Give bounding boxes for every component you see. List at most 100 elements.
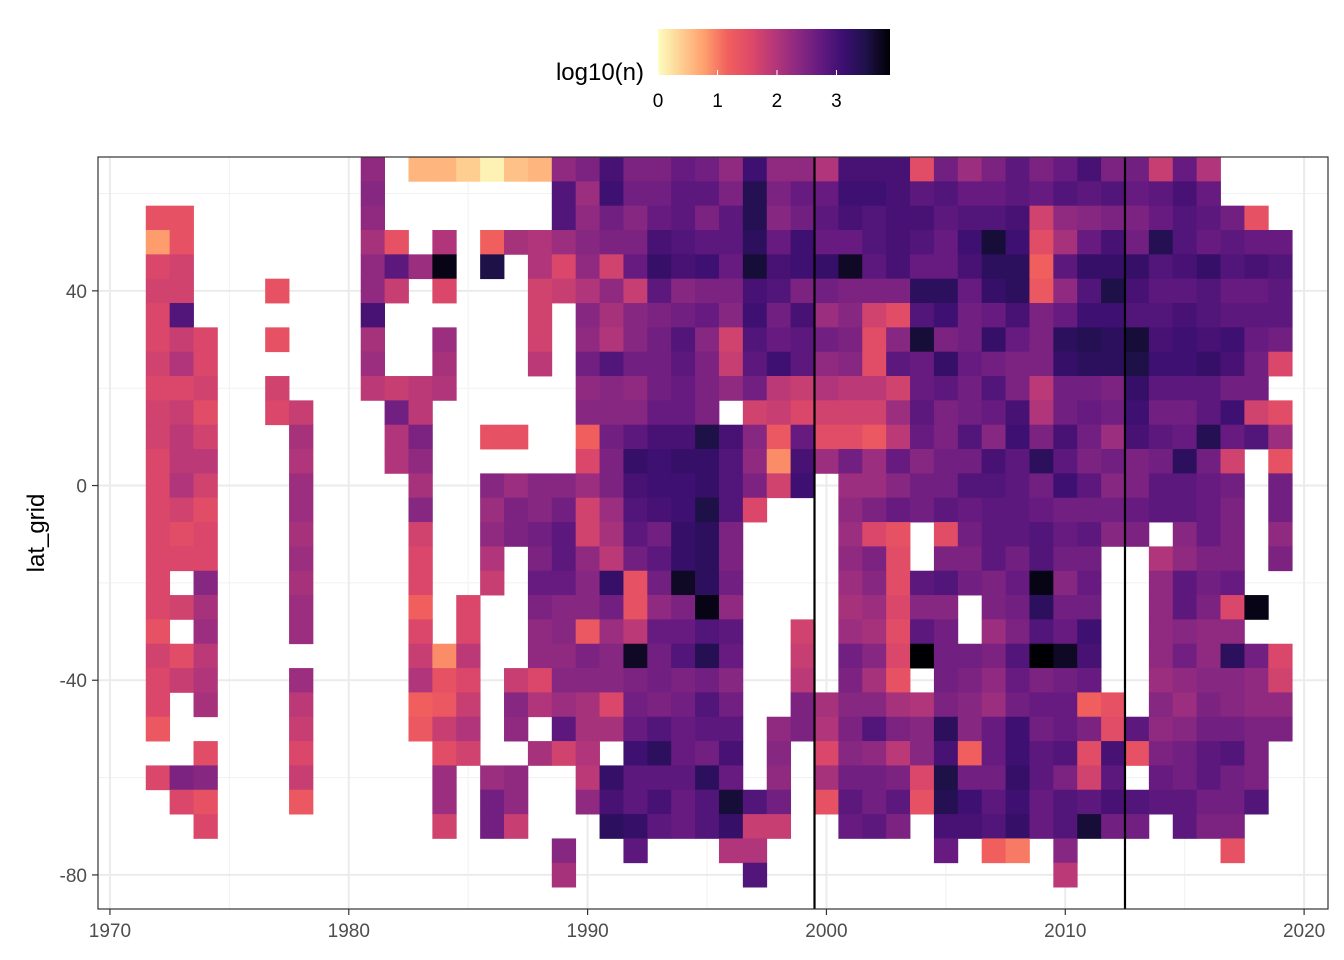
heatmap-cell — [360, 376, 385, 401]
heatmap-cell — [695, 424, 720, 450]
heatmap-cell — [790, 619, 815, 645]
heatmap-cell — [933, 546, 959, 572]
heatmap-cell — [981, 254, 1006, 280]
heatmap-cell — [790, 716, 815, 742]
heatmap-cell — [981, 424, 1006, 450]
heatmap-cell — [647, 716, 672, 742]
heatmap-cell — [599, 595, 624, 620]
heatmap-cell — [145, 449, 171, 474]
heatmap-cell — [886, 522, 911, 547]
heatmap-cell — [408, 449, 433, 474]
heatmap-cell — [886, 619, 911, 645]
heatmap-cell — [957, 497, 983, 523]
heatmap-cell — [289, 473, 314, 499]
heatmap-cell — [623, 643, 648, 669]
heatmap-cell — [910, 692, 935, 718]
heatmap-cell — [695, 230, 720, 255]
heatmap-cell — [695, 278, 720, 304]
heatmap-cell — [862, 254, 887, 280]
heatmap-cell — [695, 765, 720, 791]
heatmap-cell — [1101, 327, 1126, 353]
heatmap-cell — [575, 595, 600, 620]
heatmap-cell — [766, 327, 792, 353]
heatmap-cell — [623, 546, 648, 572]
heatmap-cell — [408, 376, 433, 401]
heatmap-cell — [456, 716, 481, 742]
heatmap-cell — [1172, 157, 1198, 182]
heatmap-cell — [1005, 716, 1030, 742]
heatmap-cell — [766, 230, 792, 255]
heatmap-cell — [360, 327, 385, 353]
heatmap-cell — [1196, 814, 1221, 839]
heatmap-cell — [790, 400, 815, 426]
heatmap-cell — [814, 327, 839, 353]
heatmap-cell — [623, 716, 648, 742]
heatmap-cell — [1148, 765, 1174, 791]
heatmap-cell — [933, 449, 959, 474]
heatmap-cell — [1053, 546, 1078, 572]
heatmap-cell — [1029, 814, 1054, 839]
heatmap-cell — [480, 254, 505, 280]
heatmap-cell — [1029, 376, 1054, 401]
heatmap-cell — [1101, 376, 1126, 401]
heatmap-cell — [193, 376, 218, 401]
heatmap-cell — [671, 692, 696, 718]
heatmap-cell — [551, 546, 577, 572]
heatmap-cell — [480, 522, 505, 547]
heatmap-cell — [1101, 230, 1126, 255]
heatmap-cell — [862, 692, 887, 718]
heatmap-cell — [886, 765, 911, 791]
heatmap-cell — [432, 327, 457, 353]
heatmap-cell — [886, 327, 911, 353]
heatmap-cell — [766, 765, 792, 791]
heatmap-cell — [1053, 838, 1078, 864]
heatmap-cell — [193, 643, 218, 669]
heatmap-cell — [1053, 157, 1078, 182]
heatmap-cell — [957, 157, 983, 182]
heatmap-cell — [910, 400, 935, 426]
heatmap-cell — [671, 449, 696, 474]
heatmap-cell — [1101, 473, 1126, 499]
heatmap-cell — [814, 351, 839, 377]
heatmap-cell — [289, 449, 314, 474]
heatmap-cell — [1244, 230, 1269, 255]
heatmap-cell — [790, 692, 815, 718]
heatmap-cell — [766, 741, 792, 766]
heatmap-cell — [193, 522, 218, 547]
heatmap-cell — [1196, 716, 1221, 742]
heatmap-cell — [1053, 376, 1078, 401]
heatmap-cell — [1077, 522, 1102, 547]
heatmap-cell — [193, 473, 218, 499]
heatmap-cell — [1148, 376, 1174, 401]
heatmap-cell — [1053, 789, 1078, 815]
heatmap-cell — [1220, 814, 1245, 839]
heatmap-cell — [1196, 595, 1221, 620]
heatmap-cell — [1029, 351, 1054, 377]
plot-panel — [97, 156, 1329, 910]
heatmap-cell — [718, 254, 744, 280]
heatmap-cell — [527, 473, 553, 499]
heatmap-cell — [718, 570, 744, 596]
heatmap-cell — [862, 789, 887, 815]
x-tick-label: 2020 — [1283, 921, 1325, 942]
x-tick-label: 1990 — [566, 921, 608, 942]
heatmap-cell — [671, 473, 696, 499]
heatmap-cell — [1148, 546, 1174, 572]
heatmap-cell — [1077, 327, 1102, 353]
heatmap-cell — [527, 157, 553, 182]
heatmap-cell — [408, 400, 433, 426]
heatmap-cell — [862, 424, 887, 450]
heatmap-cell — [1124, 400, 1150, 426]
heatmap-cell — [1244, 303, 1269, 328]
heatmap-cell — [981, 838, 1006, 864]
heatmap-cell — [838, 278, 863, 304]
heatmap-cell — [1172, 327, 1198, 353]
heatmap-cell — [1053, 522, 1078, 547]
heatmap-cell — [551, 716, 577, 742]
heatmap-cell — [360, 278, 385, 304]
x-tick-label: 2010 — [1044, 921, 1086, 942]
heatmap-cell — [432, 692, 457, 718]
heatmap-cell — [527, 668, 553, 693]
heatmap-cell — [169, 254, 194, 280]
heatmap-cell — [742, 497, 768, 523]
